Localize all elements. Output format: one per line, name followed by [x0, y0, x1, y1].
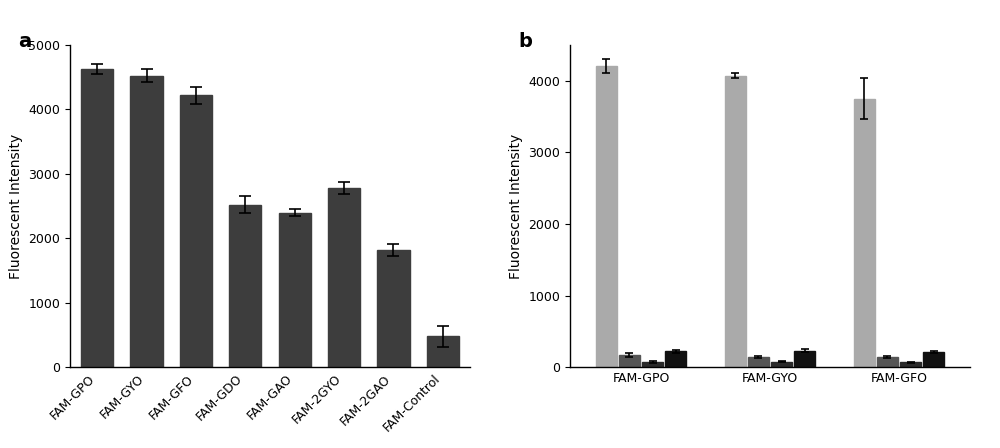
Bar [854, 99, 875, 367]
Y-axis label: Fluorescent Intensity: Fluorescent Intensity [9, 134, 23, 279]
Bar [771, 362, 792, 367]
Bar [619, 355, 640, 367]
Bar [81, 69, 113, 367]
Y-axis label: Fluorescent Intensity: Fluorescent Intensity [509, 134, 523, 279]
Bar [642, 362, 663, 367]
Bar [900, 362, 921, 367]
Bar [725, 76, 746, 367]
Bar [328, 188, 360, 367]
Text: b: b [518, 32, 532, 51]
Bar [877, 358, 898, 367]
Bar [279, 212, 311, 367]
Bar [748, 357, 769, 367]
Bar [596, 66, 617, 367]
Bar [923, 352, 944, 367]
Text: a: a [18, 32, 31, 51]
Bar [229, 205, 261, 367]
Bar [377, 250, 410, 367]
Bar [427, 336, 459, 367]
Bar [180, 95, 212, 367]
Bar [794, 350, 815, 367]
Bar [130, 76, 163, 367]
Bar [665, 351, 686, 367]
